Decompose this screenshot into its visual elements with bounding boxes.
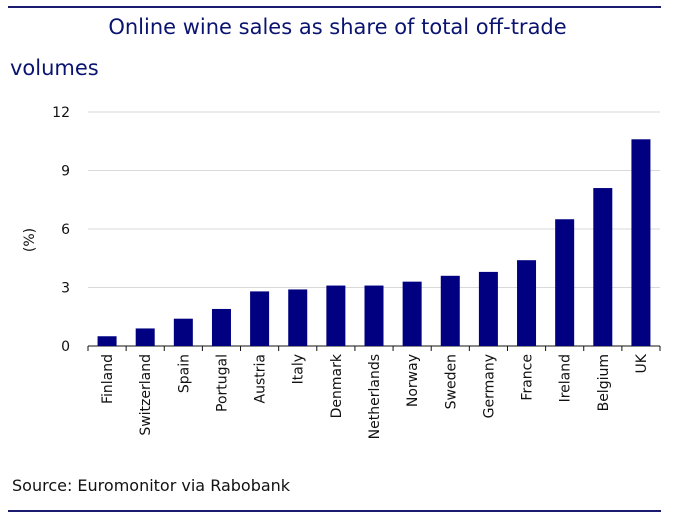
x-tick-label: UK	[634, 353, 650, 373]
bar-austria	[250, 291, 270, 346]
y-tick-label: 0	[61, 339, 70, 355]
x-tick-label: Italy	[291, 354, 307, 384]
bar-ireland	[555, 219, 575, 346]
y-tick-label: 12	[52, 105, 70, 121]
bar-portugal	[211, 308, 231, 346]
bar-finland	[97, 336, 117, 346]
bar-france	[517, 260, 537, 346]
x-tick-label: Ireland	[558, 354, 574, 402]
x-tick-label: Norway	[405, 354, 421, 407]
x-tick-label: Portugal	[214, 354, 230, 412]
x-tick-label: Denmark	[329, 353, 345, 418]
chart-title-line-1: Online wine sales as share of total off-…	[108, 15, 567, 39]
bar-belgium	[593, 188, 613, 346]
bar-switzerland	[135, 328, 155, 346]
x-tick-label: France	[520, 354, 536, 401]
bar-spain	[173, 318, 193, 346]
bottom-rule	[8, 510, 661, 512]
y-tick-label: 9	[61, 164, 70, 180]
x-tick-label: Netherlands	[367, 354, 383, 439]
bar-uk	[631, 139, 651, 346]
x-tick-label: Belgium	[596, 354, 612, 411]
y-tick-label: 3	[61, 281, 70, 297]
y-axis-label: (%)	[22, 228, 38, 252]
bar-sweden	[440, 275, 460, 346]
x-tick-label: Spain	[176, 354, 192, 393]
x-tick-label: Germany	[481, 354, 497, 418]
top-rule	[8, 6, 661, 8]
bar-netherlands	[364, 285, 384, 346]
y-tick-label: 6	[61, 222, 70, 238]
x-tick-label: Sweden	[443, 354, 459, 409]
chart-title-line-2: volumes	[10, 56, 99, 80]
bar-italy	[288, 289, 308, 346]
x-tick-label: Austria	[253, 354, 269, 403]
bar-norway	[402, 281, 422, 346]
x-tick-label: Switzerland	[138, 354, 154, 436]
x-tick-label: Finland	[100, 354, 116, 404]
bar-germany	[478, 271, 498, 346]
bar-denmark	[326, 285, 346, 346]
source-note: Source: Euromonitor via Rabobank	[12, 476, 291, 495]
